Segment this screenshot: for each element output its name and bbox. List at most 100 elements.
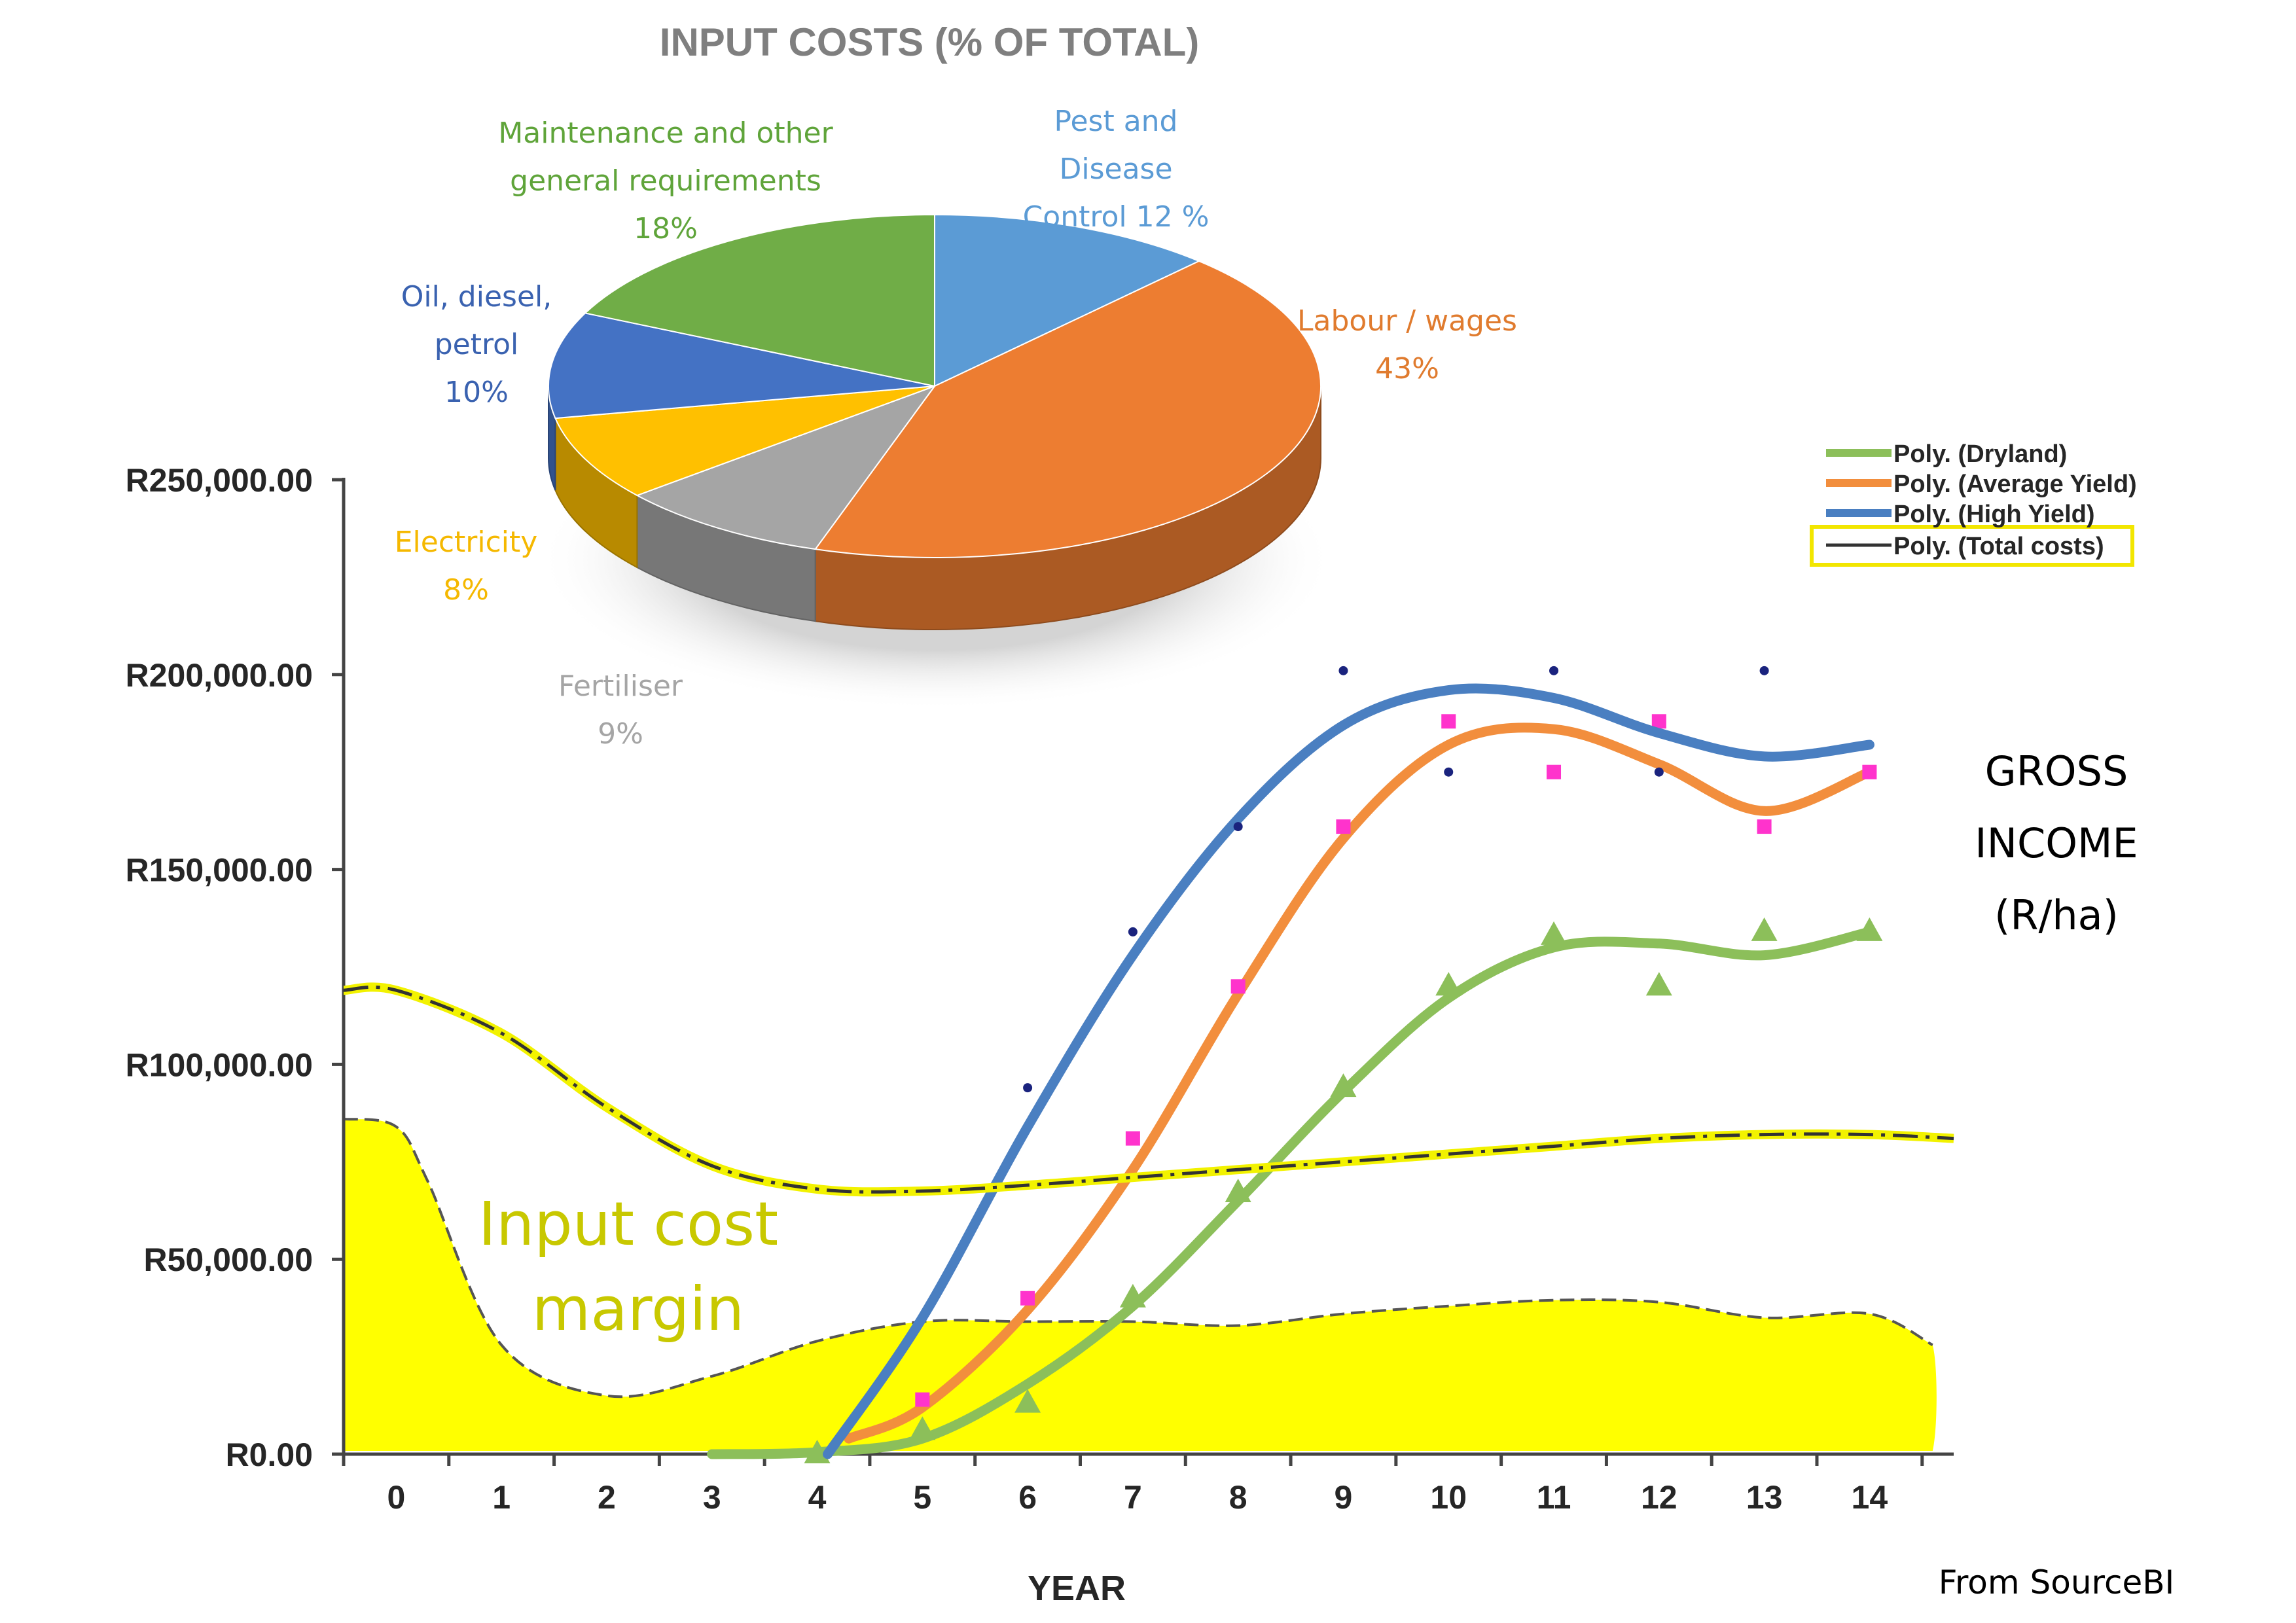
pie-label-line: 10% — [444, 376, 509, 409]
gross-income-label-line-2: INCOME — [1975, 819, 2138, 867]
data-point-poly-average-yield — [1230, 979, 1246, 994]
data-point-poly-high-yield — [1233, 822, 1243, 832]
pie-slice-maintenance-and-other-general-requirements — [584, 213, 935, 387]
series-line-poly-average-yield — [844, 722, 1874, 1444]
pie-title: INPUT COSTS (% OF TOTAL) — [660, 20, 1199, 64]
data-point-poly-high-yield — [1759, 666, 1769, 675]
pie-label-line: Electricity — [395, 526, 538, 559]
pie-label-electricity: Electricity 8% — [395, 526, 538, 607]
data-point-poly-high-yield — [1654, 767, 1664, 777]
legend-label-high-yield: Poly. (High Yield) — [1893, 501, 2095, 528]
pie-label-oil-diesel-petrol: Oil, diesel, petrol 10% — [401, 280, 552, 409]
x-tick-label: 6 — [1018, 1479, 1037, 1516]
series-poly-average-yield — [844, 714, 1877, 1444]
pie-label-labour-wages: Labour / wages 43% — [1297, 304, 1517, 385]
pie-slice-oil-diesel-petrol — [548, 312, 935, 419]
legend-item-average-yield: Poly. (Average Yield) — [1826, 471, 2137, 498]
data-point-poly-high-yield — [1444, 767, 1454, 777]
series-poly-total-costs — [343, 982, 1954, 1197]
pie-slices — [548, 213, 1321, 558]
y-axis-ticks: R0.00 R50,000.00 R100,000.00 R150,000.00 R20… — [126, 462, 344, 1473]
source-credit: From SourceBI — [1939, 1563, 2175, 1601]
data-point-poly-dryland — [1856, 917, 1883, 941]
x-tick-label: 4 — [808, 1479, 827, 1516]
data-point-poly-high-yield — [1128, 927, 1138, 936]
series-line-halo-poly-total-costs — [343, 982, 1954, 1197]
data-point-poly-average-yield — [1125, 1131, 1140, 1146]
pie-slice-labour-wages — [814, 260, 1321, 558]
legend: Poly. (Dryland) Poly. (Average Yield) Po… — [1810, 440, 2137, 567]
y-tick-label: R200,000.00 — [126, 657, 313, 694]
input-cost-margin-label: Input cost margin — [478, 1189, 778, 1344]
pie-label-line: Disease — [1059, 152, 1172, 186]
data-point-poly-dryland — [1645, 972, 1672, 996]
pie-label-line: 18% — [634, 212, 698, 245]
series-poly-high-yield — [823, 666, 1874, 1459]
x-tick-label: 12 — [1641, 1479, 1677, 1516]
legend-label-total-costs: Poly. (Total costs) — [1893, 533, 2104, 560]
x-tick-label: 10 — [1430, 1479, 1467, 1516]
data-point-poly-dryland — [1751, 917, 1778, 941]
data-point-poly-average-yield — [1862, 764, 1877, 779]
x-tick-label: 9 — [1335, 1479, 1353, 1516]
data-point-poly-high-yield — [1549, 666, 1559, 675]
data-point-poly-average-yield — [1547, 764, 1562, 779]
y-tick-label: R50,000.00 — [143, 1241, 313, 1278]
gross-income-label-line-3: (R/ha) — [1994, 891, 2119, 939]
legend-item-high-yield: Poly. (High Yield) — [1826, 501, 2095, 528]
x-tick-label: 8 — [1229, 1479, 1247, 1516]
data-point-poly-average-yield — [915, 1392, 930, 1407]
gross-income-label-line-1: GROSS — [1985, 747, 2128, 795]
x-tick-label: 2 — [598, 1479, 616, 1516]
y-tick-label: R250,000.00 — [126, 462, 313, 499]
input-cost-margin-boundary — [343, 1117, 1933, 1399]
pie-labels: Pest and Disease Control 12 % Labour / wage… — [395, 105, 1517, 751]
pie-chart: INPUT COSTS (% OF TOTAL) Pest and Disease… — [395, 20, 1517, 751]
data-point-poly-average-yield — [1757, 819, 1772, 834]
data-point-poly-dryland — [1014, 1389, 1041, 1413]
series-line-poly-high-yield — [823, 683, 1874, 1459]
x-tick-label: 13 — [1746, 1479, 1783, 1516]
data-point-poly-dryland — [909, 1416, 936, 1440]
x-tick-label: 14 — [1852, 1479, 1888, 1516]
x-tick-label: 1 — [492, 1479, 511, 1516]
pie-label-line: Fertiliser — [558, 669, 683, 703]
pie-label-line: general requirements — [510, 164, 821, 198]
pie-label-line: Control 12 % — [1023, 200, 1210, 234]
y-tick-label: R150,000.00 — [126, 852, 313, 889]
y-tick-label: R0.00 — [226, 1436, 313, 1473]
gross-income-label: GROSS INCOME (R/ha) — [1975, 747, 2138, 939]
input-cost-margin-label-line-1: Input cost — [478, 1189, 778, 1259]
input-cost-margin-label-line-2: margin — [532, 1274, 744, 1344]
pie-label-line: Maintenance and other — [498, 116, 833, 150]
data-point-poly-high-yield — [1023, 1083, 1033, 1093]
data-point-poly-dryland — [1435, 972, 1462, 996]
legend-item-total-costs: Poly. (Total costs) — [1826, 533, 2104, 560]
series-line-poly-total-costs — [343, 985, 1954, 1194]
data-point-poly-average-yield — [1441, 714, 1456, 729]
pie-label-line: 43% — [1375, 352, 1439, 385]
y-tick-label: R100,000.00 — [126, 1046, 313, 1083]
pie-label-line: 8% — [443, 573, 489, 607]
legend-highlight-box — [1810, 525, 2134, 567]
legend-label-average-yield: Poly. (Average Yield) — [1893, 471, 2137, 498]
line-chart: Input cost margin R0.00 R50,000.00 R100,00… — [126, 440, 2175, 1608]
x-tick-label: 11 — [1537, 1479, 1571, 1516]
x-axis-title: YEAR — [1028, 1569, 1126, 1608]
x-tick-label: 0 — [387, 1479, 405, 1516]
data-point-poly-dryland — [1330, 1073, 1357, 1097]
pie-label-line: Pest and — [1054, 105, 1178, 138]
pie-label-line: petrol — [435, 328, 519, 361]
x-tick-label: 7 — [1124, 1479, 1142, 1516]
data-point-poly-average-yield — [1651, 714, 1666, 729]
data-point-poly-dryland — [804, 1440, 831, 1463]
pie-label-fertiliser: Fertiliser 9% — [558, 669, 683, 751]
pie-label-maintenance-and-other-general-requirements: Maintenance and other general requirement… — [498, 116, 833, 245]
series-layer — [343, 666, 1954, 1463]
data-point-poly-average-yield — [1020, 1291, 1035, 1306]
pie-slice-electricity — [554, 385, 935, 497]
x-tick-label: 5 — [913, 1479, 931, 1516]
pie-label-line: Labour / wages — [1297, 304, 1517, 338]
pie-label-line: Oil, diesel, — [401, 280, 552, 313]
